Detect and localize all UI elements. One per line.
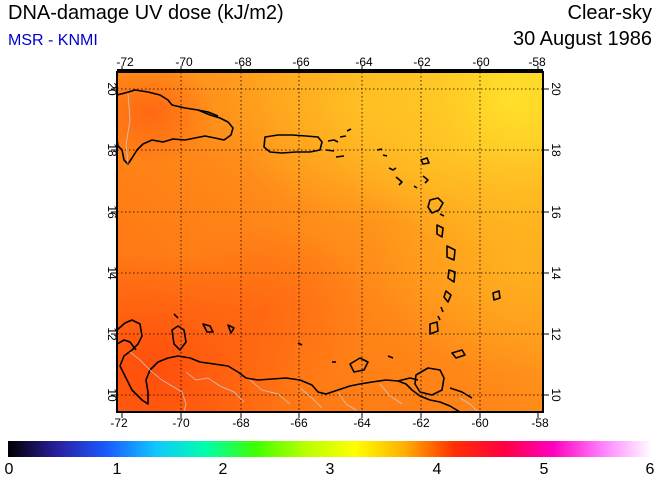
orinoco-delta <box>449 387 473 399</box>
barbuda <box>422 175 429 184</box>
lon-label-bottom: -70 <box>172 416 190 430</box>
trinidad <box>414 367 445 396</box>
colorbar-label: 6 <box>646 461 655 478</box>
lat-label-left: 20 <box>105 82 119 96</box>
lat-label-right: 10 <box>549 388 563 402</box>
coastlines <box>117 89 501 412</box>
top-axis-band-rect <box>117 69 543 72</box>
map-title: DNA-damage UV dose (kJ/m2) <box>8 2 284 24</box>
samana-peninsula <box>197 109 219 117</box>
curacao <box>171 325 187 351</box>
lat-label-right: 16 <box>549 205 563 219</box>
guajira-coast <box>117 339 137 351</box>
marie-galante <box>439 213 445 217</box>
bonaire <box>202 323 214 333</box>
right-ticks <box>543 88 549 396</box>
lat-label-right: 18 <box>549 143 563 157</box>
top-axis-band <box>117 69 543 72</box>
vieques <box>325 149 335 152</box>
lon-label-bottom: -62 <box>412 416 430 430</box>
grenadines <box>437 306 444 321</box>
lat-label-left: 18 <box>105 143 119 157</box>
tobago <box>451 349 466 359</box>
grenada <box>429 321 439 335</box>
border-haiti-dr <box>125 93 131 165</box>
lat-label-left: 12 <box>105 327 119 341</box>
st-kitts <box>395 176 403 186</box>
lat-label-right: 20 <box>549 82 563 96</box>
south-america-coast <box>117 319 461 412</box>
barbados <box>492 290 501 301</box>
antigua <box>420 157 430 165</box>
st-vincent <box>443 290 452 303</box>
lon-labels-top: -72 -70 -68 -66 -64 -62 -60 -58 <box>116 55 546 69</box>
st-lucia <box>447 269 456 283</box>
lat-labels-left: 10 12 14 16 18 20 <box>105 82 119 402</box>
aruba <box>173 313 179 319</box>
uv-field <box>117 72 543 412</box>
virgin-islands <box>327 128 352 143</box>
lon-label-top: -64 <box>355 55 373 69</box>
dominica <box>436 224 444 238</box>
guadeloupe <box>427 197 444 214</box>
colorbar-label: 1 <box>113 461 122 478</box>
colorbar-label: 2 <box>219 461 228 478</box>
saba-statia <box>388 167 397 171</box>
martinique <box>446 245 456 261</box>
lat-label-left: 14 <box>105 266 119 280</box>
lon-label-top: -60 <box>472 55 490 69</box>
colorbar-label: 3 <box>326 461 335 478</box>
montserrat <box>413 185 418 189</box>
uv-field-low-nw <box>117 72 543 412</box>
colorbar-label: 0 <box>5 461 14 478</box>
los-roques <box>227 324 235 334</box>
saint-martin <box>382 154 388 157</box>
lon-label-bottom: -64 <box>353 416 371 430</box>
colorbar-labels: 0 1 2 3 4 5 6 <box>5 461 655 478</box>
lon-label-top: -70 <box>175 55 193 69</box>
islet-blanquilla <box>387 355 394 359</box>
lat-label-left: 10 <box>105 388 119 402</box>
sky-condition-label: Clear-sky <box>567 2 652 24</box>
margarita <box>349 357 369 373</box>
colorbar-gradient <box>8 441 652 457</box>
hispaniola-coast <box>117 89 234 165</box>
anguilla <box>376 148 383 151</box>
lon-label-bottom: -66 <box>290 416 308 430</box>
islet-orchila <box>297 342 303 346</box>
lon-labels-bottom: -72 -70 -68 -66 -64 -62 -60 -58 <box>110 416 549 430</box>
lon-label-top: -66 <box>292 55 310 69</box>
st-croix <box>335 155 345 158</box>
puerto-rico-coast <box>263 134 323 154</box>
lon-label-bottom: -68 <box>232 416 250 430</box>
national-borders <box>125 93 479 412</box>
lon-label-bottom: -60 <box>471 416 489 430</box>
colorbar-label: 5 <box>540 461 549 478</box>
lon-label-top: -68 <box>234 55 252 69</box>
lon-label-bottom: -72 <box>110 416 128 430</box>
border-colombia-venezuela <box>129 351 187 412</box>
bottom-ticks <box>121 412 539 418</box>
source-label: MSR - KNMI <box>8 32 98 49</box>
lat-label-right: 12 <box>549 327 563 341</box>
colorbar: 0 1 2 3 4 5 6 <box>5 441 655 478</box>
paria-peninsula <box>397 377 419 382</box>
colorbar-label: 4 <box>433 461 442 478</box>
lat-label-left: 16 <box>105 205 119 219</box>
lon-label-top: -72 <box>116 55 134 69</box>
lat-labels-right: 10 12 14 16 18 20 <box>549 82 563 402</box>
date-label: 30 August 1986 <box>512 28 652 50</box>
state-lines <box>185 371 403 411</box>
left-ticks <box>111 88 117 396</box>
border-venezuela-guyana <box>459 397 479 412</box>
lon-label-top: -58 <box>528 55 546 69</box>
lon-label-bottom: -58 <box>531 416 549 430</box>
lat-label-right: 14 <box>549 266 563 280</box>
lon-label-top: -62 <box>413 55 431 69</box>
